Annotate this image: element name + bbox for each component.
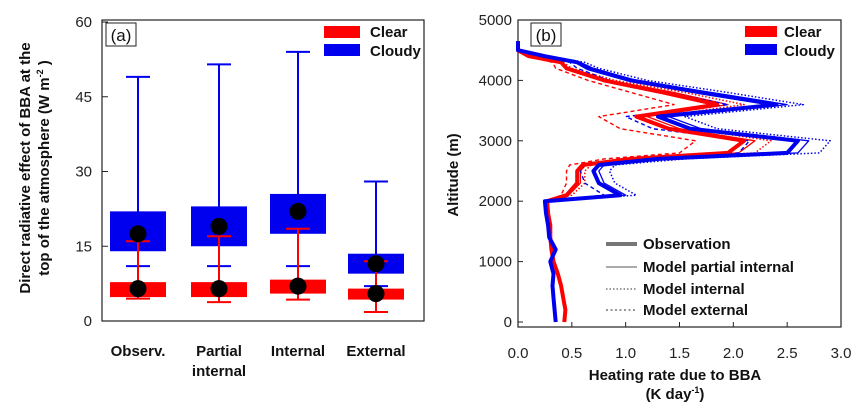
- legend-swatch-cloudy: [324, 44, 360, 56]
- panel-b-x-label-line1: Heating rate due to BBA: [589, 367, 762, 384]
- panel-a-label: (a): [111, 26, 132, 45]
- mean-dot: [367, 255, 385, 273]
- series-line-clear-observation: [516, 41, 747, 323]
- legend-style-internal: Model internal: [643, 281, 745, 298]
- panel-b-x-label-sup: -1: [691, 385, 699, 395]
- panel-a-label-box: [105, 22, 137, 47]
- panel-a-y-label: Direct radiative effect of BBA at the: [17, 42, 34, 293]
- panel-a-category-label: internal: [192, 363, 246, 380]
- panel-b-x-tick-label: 1.5: [669, 345, 690, 362]
- panel-a-y-label-line1: Direct radiative effect of BBA at the: [17, 42, 34, 293]
- panel-a-y-ticks: 0 15 30 45 60: [75, 14, 108, 330]
- panel-b-x-tick-label: 2.0: [723, 345, 744, 362]
- panel-a-category-label: Internal: [271, 343, 325, 360]
- legend-b-label-clear: Clear: [784, 24, 822, 41]
- panel-b-x-tick-label: 3.0: [831, 345, 852, 362]
- legend-b-label-cloudy: Cloudy: [784, 43, 835, 60]
- panel-b-x-tick-label: 0.0: [508, 345, 529, 362]
- panel-b-x-tick-label: 2.5: [777, 345, 798, 362]
- legend-b-swatch-cloudy: [745, 44, 777, 55]
- legend-label-cloudy: Cloudy: [370, 43, 421, 60]
- panel-b-x-label-post: ): [699, 386, 704, 403]
- panel-a-y-label-sup: -2: [35, 69, 45, 77]
- panel-b-y-tick-label: 2000: [479, 193, 512, 210]
- series-line-cloudy-model-external: [517, 41, 751, 323]
- panel-a-frame: [101, 19, 425, 322]
- series-line-cloudy-model-partial-internal: [517, 41, 810, 323]
- panel-a-y-label-end: ): [36, 60, 53, 69]
- legend-style-external: Model external: [643, 302, 748, 319]
- panel-a: 0 15 30 45 60 Observ. Partial internal Internal…: [17, 14, 425, 380]
- legend-label-clear: Clear: [370, 24, 408, 41]
- panel-a-y-label-2: top of the atmosphere (W m-2 ): [35, 60, 53, 276]
- series-line-cloudy-model-internal: [517, 41, 831, 323]
- panel-a-category-label: External: [346, 343, 405, 360]
- legend-swatch-clear: [324, 26, 360, 38]
- mean-dot: [289, 202, 307, 220]
- panel-b-color-legend: Clear Cloudy: [745, 24, 835, 60]
- panel-a-category-label: Observ.: [111, 343, 166, 360]
- panel-b-x-label-line2: (K day-1): [646, 385, 705, 403]
- mean-dot: [210, 280, 228, 298]
- panel-b-y-tick-label: 4000: [479, 72, 512, 89]
- panel-a-boxes: [110, 50, 404, 314]
- mean-dot: [210, 217, 228, 235]
- legend-style-partial: Model partial internal: [643, 259, 794, 276]
- panel-b-y-tick-label: 5000: [479, 12, 512, 29]
- panel-a-x-categories: Observ. Partial internal Internal External: [111, 343, 406, 380]
- panel-b-x-tick-label: 0.5: [561, 345, 582, 362]
- panel-a-y-tick-label: 15: [75, 238, 92, 255]
- panel-b-y-label: Altitude (m): [445, 133, 462, 216]
- mean-dot: [129, 225, 147, 243]
- legend-style-observation: Observation: [643, 236, 731, 253]
- panel-a-y-tick-label: 60: [75, 14, 92, 31]
- panel-b-y-tick-label: 3000: [479, 133, 512, 150]
- panel-a-category-label: Partial: [196, 343, 242, 360]
- panel-b-lines: [516, 41, 831, 323]
- panel-b-label: (b): [536, 26, 557, 45]
- legend-b-swatch-clear: [745, 26, 777, 37]
- mean-dot: [367, 285, 385, 303]
- panel-b-ticks: 0.0 0.5 1.0 1.5 2.0 2.5 3.0 0 1000 2000 3000 4000 50…: [479, 12, 852, 362]
- panel-b-y-tick-label: 0: [504, 314, 512, 331]
- mean-dot: [289, 277, 307, 295]
- panel-a-y-label-line2: top of the atmosphere (W m: [36, 77, 53, 275]
- panel-a-legend: Clear Cloudy: [324, 24, 421, 60]
- panel-b-x-tick-label: 1.0: [615, 345, 636, 362]
- panel-b: 0.0 0.5 1.0 1.5 2.0 2.5 3.0 0 1000 2000 3000 4000 50…: [445, 12, 851, 403]
- mean-dot: [129, 280, 147, 298]
- panel-b-label-box: [530, 22, 562, 47]
- series-line-cloudy-observation: [516, 41, 800, 323]
- panel-b-y-tick-label: 1000: [479, 254, 512, 271]
- panel-a-y-tick-label: 0: [84, 313, 92, 330]
- panel-b-style-legend: Observation Model partial internal Model…: [606, 236, 794, 319]
- series-line-clear-model-external: [517, 41, 697, 323]
- panel-a-y-tick-label: 45: [75, 89, 92, 106]
- panel-b-x-label-pre: (K day: [646, 386, 693, 403]
- panel-a-y-tick-label: 30: [75, 164, 92, 181]
